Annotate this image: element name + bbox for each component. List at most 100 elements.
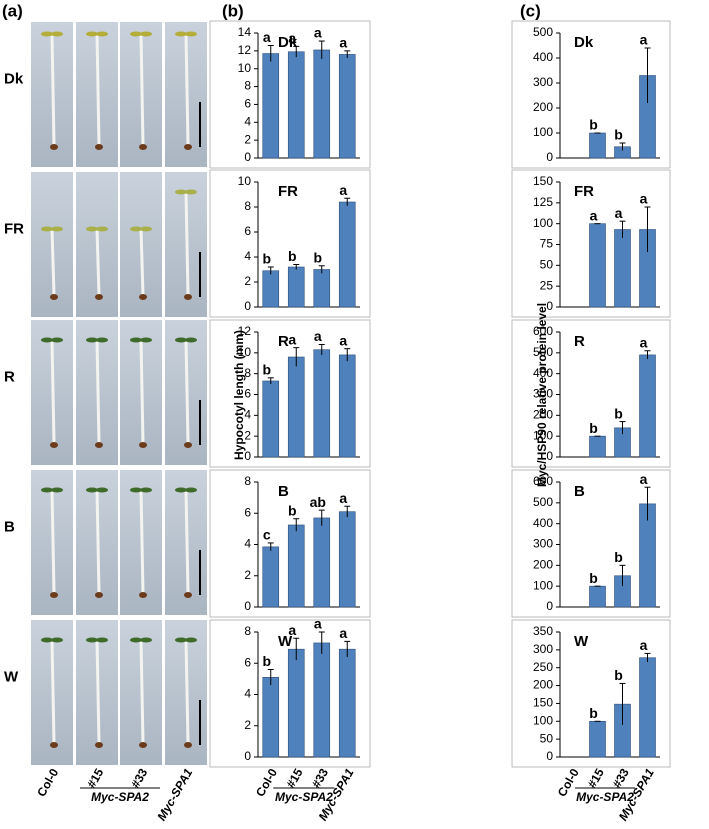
seedling-stem bbox=[139, 228, 145, 296]
chart-frame bbox=[511, 169, 671, 318]
chart-title: Dk bbox=[574, 34, 594, 51]
cotyledon bbox=[175, 31, 187, 37]
y-tick-label: 200 bbox=[533, 408, 553, 422]
cotyledon bbox=[96, 637, 108, 643]
seedling-stem bbox=[95, 639, 101, 744]
y-tick-label: 150 bbox=[533, 174, 553, 188]
seedling-stem bbox=[139, 489, 145, 594]
y-tick-label: 400 bbox=[533, 50, 553, 64]
y-tick-label: 300 bbox=[533, 642, 553, 656]
y-tick-label: 12 bbox=[238, 43, 252, 57]
cotyledon bbox=[51, 226, 63, 232]
chart-frame bbox=[209, 469, 371, 618]
y-tick-label: 150 bbox=[533, 696, 553, 710]
y-tick-label: 125 bbox=[533, 195, 553, 209]
cotyledon bbox=[41, 31, 53, 37]
bar bbox=[589, 223, 606, 308]
seed-coat bbox=[139, 442, 147, 448]
y-tick-label: 300 bbox=[533, 75, 553, 89]
seedling-stem bbox=[50, 33, 56, 146]
y-tick-label: 6 bbox=[244, 387, 251, 401]
group-label: Myc-SPA2 bbox=[91, 790, 149, 804]
significance-letter: a bbox=[288, 331, 296, 347]
y-tick-label: 2 bbox=[244, 568, 251, 582]
seedling-stem bbox=[50, 489, 56, 594]
significance-letter: a bbox=[263, 29, 271, 45]
significance-letter: b bbox=[262, 362, 271, 378]
bar bbox=[639, 657, 656, 758]
significance-letter: a bbox=[314, 616, 322, 632]
cotyledon bbox=[130, 337, 142, 343]
seed-coat bbox=[95, 592, 103, 598]
significance-letter: a bbox=[288, 622, 296, 638]
y-tick-label: 200 bbox=[533, 100, 553, 114]
y-tick-label: 2 bbox=[244, 274, 251, 288]
cotyledon bbox=[140, 337, 152, 343]
y-tick-label: 0 bbox=[546, 299, 553, 313]
y-tick-label: 0 bbox=[546, 599, 553, 613]
seed-coat bbox=[184, 442, 192, 448]
significance-letter: b bbox=[262, 251, 271, 267]
y-tick-label: 250 bbox=[533, 660, 553, 674]
cotyledon bbox=[140, 31, 152, 37]
x-tick-label: Myc-SPA1 bbox=[154, 766, 195, 823]
x-tick-label: #33 bbox=[309, 766, 331, 791]
seed-coat bbox=[184, 742, 192, 748]
significance-letter: a bbox=[339, 490, 347, 506]
y-tick-label: 100 bbox=[533, 216, 553, 230]
seedling-stem bbox=[184, 191, 190, 296]
bar bbox=[313, 517, 331, 608]
y-tick-label: 200 bbox=[533, 558, 553, 572]
cotyledon bbox=[185, 189, 197, 195]
cotyledon bbox=[175, 487, 187, 493]
seed-coat bbox=[139, 592, 147, 598]
bar bbox=[262, 546, 280, 608]
y-tick-label: 8 bbox=[244, 474, 251, 488]
y-tick-label: 350 bbox=[533, 624, 553, 638]
y-tick-label: 300 bbox=[533, 537, 553, 551]
bar bbox=[287, 356, 305, 458]
bar bbox=[614, 229, 631, 308]
significance-letter: a bbox=[640, 334, 648, 350]
x-tick-label: #33 bbox=[610, 766, 632, 791]
bar bbox=[262, 270, 280, 308]
group-label: Myc-SPA2 bbox=[275, 790, 333, 804]
y-tick-label: 100 bbox=[533, 125, 553, 139]
cotyledon bbox=[96, 226, 108, 232]
cotyledon bbox=[140, 487, 152, 493]
y-tick-label: 600 bbox=[533, 324, 553, 338]
y-tick-label: 10 bbox=[238, 345, 252, 359]
y-tick-label: 500 bbox=[533, 495, 553, 509]
cotyledon bbox=[175, 337, 187, 343]
y-tick-label: 100 bbox=[533, 713, 553, 727]
y-tick-label: 100 bbox=[533, 578, 553, 592]
bar bbox=[313, 349, 331, 458]
seedling-stem bbox=[184, 339, 190, 444]
x-tick-label: #33 bbox=[128, 766, 150, 791]
y-tick-label: 4 bbox=[244, 408, 251, 422]
cotyledon bbox=[175, 189, 187, 195]
row-label: W bbox=[4, 668, 19, 685]
bar bbox=[338, 54, 356, 159]
cotyledon bbox=[185, 637, 197, 643]
significance-letter: a bbox=[640, 471, 648, 487]
y-tick-label: 8 bbox=[244, 79, 251, 93]
significance-letter: b bbox=[614, 549, 623, 565]
seed-coat bbox=[139, 144, 147, 150]
row-label: Dk bbox=[4, 70, 24, 87]
y-tick-label: 4 bbox=[244, 249, 251, 263]
seedling-stem bbox=[184, 33, 190, 146]
y-tick-label: 14 bbox=[238, 25, 252, 39]
y-tick-label: 400 bbox=[533, 366, 553, 380]
significance-letter: a bbox=[339, 35, 347, 51]
significance-letter: a bbox=[288, 30, 296, 46]
cotyledon bbox=[86, 487, 98, 493]
cotyledon bbox=[140, 226, 152, 232]
seed-coat bbox=[50, 294, 58, 300]
y-tick-label: 600 bbox=[533, 474, 553, 488]
significance-letter: ab bbox=[310, 494, 326, 510]
y-tick-label: 12 bbox=[238, 324, 252, 338]
chart-title: W bbox=[278, 633, 293, 650]
chart-title: W bbox=[574, 633, 589, 650]
